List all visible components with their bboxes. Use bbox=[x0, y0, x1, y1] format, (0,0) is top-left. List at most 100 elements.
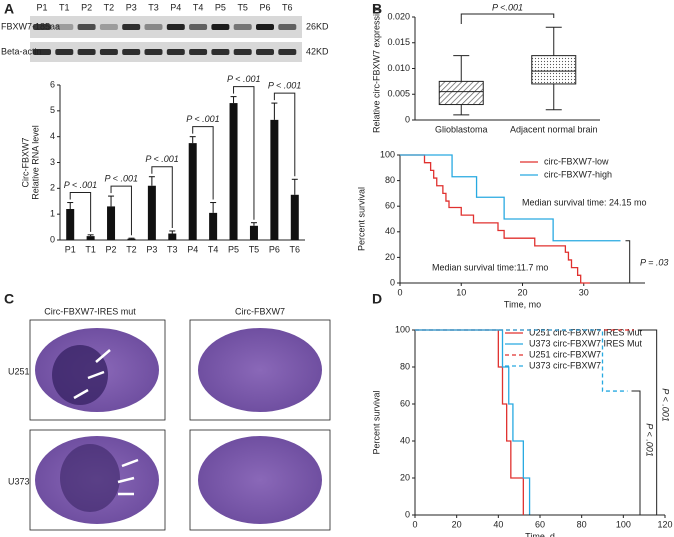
y-axis-label: Circ-FBXW7 bbox=[20, 138, 30, 188]
y-tick-label: 60 bbox=[385, 201, 395, 211]
band bbox=[256, 49, 274, 55]
x-tick-label: 80 bbox=[577, 519, 587, 529]
x-tick-label: 20 bbox=[452, 519, 462, 529]
x-tick-label: 20 bbox=[517, 287, 527, 297]
y-tick-label: 40 bbox=[400, 435, 410, 445]
bracket bbox=[594, 240, 631, 284]
y-tick-label: 80 bbox=[385, 175, 395, 185]
blot-strip bbox=[30, 16, 302, 38]
x-tick-label: 0 bbox=[397, 287, 402, 297]
bar bbox=[209, 212, 218, 240]
x-tick-label: 30 bbox=[579, 287, 589, 297]
lane-label: T5 bbox=[237, 2, 248, 12]
survival-line bbox=[400, 154, 590, 284]
band bbox=[189, 24, 208, 30]
band bbox=[122, 24, 141, 30]
y-tick-label: 80 bbox=[400, 361, 410, 371]
x-tick-label: 40 bbox=[493, 519, 503, 529]
x-tick-label: 60 bbox=[535, 519, 545, 529]
annotation: P < .001 bbox=[268, 80, 301, 90]
x-tick-label: T1 bbox=[85, 244, 96, 254]
y-tick-label: 60 bbox=[400, 398, 410, 408]
panel-label: D bbox=[372, 291, 382, 307]
x-axis-label: Time, d bbox=[525, 531, 555, 537]
lane-label: P1 bbox=[36, 2, 47, 12]
bracket bbox=[110, 185, 132, 236]
band bbox=[233, 24, 252, 30]
annotation: P <.001 bbox=[492, 2, 523, 12]
lane-label: P3 bbox=[126, 2, 137, 12]
bracket bbox=[151, 166, 173, 228]
bar bbox=[249, 225, 258, 240]
y-tick-label: 20 bbox=[385, 252, 395, 262]
box bbox=[531, 55, 577, 85]
x-tick-label: 0 bbox=[412, 519, 417, 529]
band bbox=[99, 24, 118, 30]
x-tick-label: T4 bbox=[208, 244, 219, 254]
survival-line bbox=[415, 329, 524, 515]
survival-line bbox=[415, 329, 531, 515]
lane-label: P4 bbox=[170, 2, 181, 12]
row-label: U251 bbox=[8, 366, 30, 376]
annotation: P < .001 bbox=[105, 173, 138, 183]
y-tick-label: 6 bbox=[50, 79, 55, 89]
x-tick-label: 100 bbox=[616, 519, 631, 529]
bracket bbox=[233, 86, 255, 220]
band bbox=[144, 24, 163, 30]
bracket bbox=[460, 13, 555, 24]
x-tick-label: P1 bbox=[65, 244, 76, 254]
lane-label: T6 bbox=[282, 2, 293, 12]
x-tick-label: T3 bbox=[167, 244, 178, 254]
y-tick-label: 0.020 bbox=[387, 11, 410, 21]
band bbox=[33, 24, 51, 30]
y-tick-label: 0 bbox=[405, 114, 410, 124]
brain-images bbox=[29, 319, 331, 531]
x-tick-label: Adjacent normal brain bbox=[510, 124, 598, 134]
annotation: P < .001 bbox=[227, 74, 260, 84]
blot-size: 26KD bbox=[306, 21, 329, 31]
band bbox=[33, 49, 51, 55]
y-tick-label: 100 bbox=[380, 149, 395, 159]
band bbox=[77, 49, 96, 55]
x-tick-label: T6 bbox=[290, 244, 301, 254]
y-axis-label: Relative RNA level bbox=[30, 125, 40, 200]
blot-row-label: Beta-actin bbox=[1, 46, 42, 56]
band bbox=[77, 24, 96, 30]
lane-label: T2 bbox=[104, 2, 115, 12]
annotation: P < .001 bbox=[64, 180, 97, 190]
bar bbox=[127, 238, 136, 240]
y-tick-label: 3 bbox=[50, 157, 55, 167]
y-axis-label: Percent survival bbox=[371, 390, 381, 454]
panel-label: A bbox=[4, 1, 14, 17]
band bbox=[256, 24, 274, 30]
band bbox=[166, 24, 185, 30]
bracket bbox=[69, 192, 92, 232]
bar bbox=[86, 236, 95, 240]
y-tick-label: 0 bbox=[390, 277, 395, 287]
x-tick-label: P6 bbox=[269, 244, 280, 254]
bracket bbox=[531, 390, 641, 516]
y-tick-label: 4 bbox=[50, 131, 55, 141]
panel-label: B bbox=[372, 1, 382, 17]
band bbox=[278, 24, 297, 30]
annotation: P < .001 bbox=[645, 423, 655, 456]
bar bbox=[290, 194, 299, 240]
x-tick-label: 10 bbox=[456, 287, 466, 297]
band bbox=[144, 49, 163, 55]
bar bbox=[66, 209, 75, 240]
legend-label: circ-FBXW7-high bbox=[544, 169, 612, 179]
bar bbox=[188, 143, 197, 240]
survival-line bbox=[415, 329, 628, 392]
bar bbox=[229, 103, 238, 240]
y-tick-label: 20 bbox=[400, 472, 410, 482]
column-label: Circ-FBXW7 bbox=[235, 306, 285, 316]
annotation: P = .03 bbox=[640, 257, 668, 267]
band bbox=[166, 49, 185, 55]
band bbox=[211, 49, 230, 55]
blot-row-label: FBXW7-185aa bbox=[1, 21, 60, 31]
lane-label: P6 bbox=[259, 2, 270, 12]
legend-label: circ-FBXW7-low bbox=[544, 156, 609, 166]
legend-label: U251 circ-FBXW7 bbox=[529, 349, 601, 359]
survival-line bbox=[400, 154, 621, 242]
